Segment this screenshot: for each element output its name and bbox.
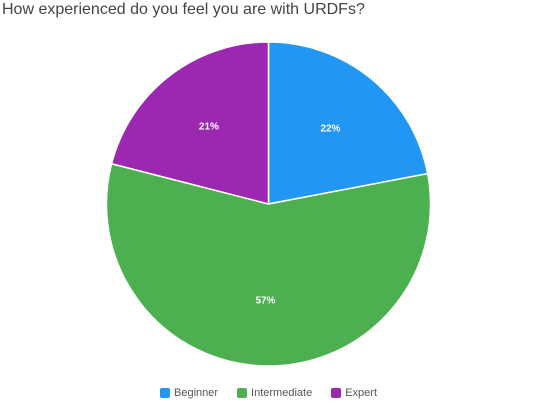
- legend-swatch-beginner: [160, 388, 170, 398]
- legend-swatch-intermediate: [237, 388, 248, 398]
- slice-label-beginner: 22%: [320, 124, 340, 135]
- legend-label-beginner: Beginner: [174, 387, 219, 399]
- legend-label-intermediate: Intermediate: [251, 387, 313, 399]
- legend-item-beginner[interactable]: Beginner: [160, 387, 218, 399]
- slice-label-expert: 21%: [199, 122, 219, 133]
- slice-label-intermediate: 57%: [255, 296, 275, 307]
- pie-slice-expert[interactable]: [110, 41, 270, 205]
- chart-legend: Beginner Intermediate Expert: [0, 387, 537, 399]
- legend-item-intermediate[interactable]: Intermediate: [237, 387, 312, 399]
- chart-title: How experienced do you feel you are with…: [2, 1, 365, 18]
- pie-chart: 22% 57% 21%: [105, 41, 432, 367]
- legend-label-expert: Expert: [345, 387, 377, 399]
- pie-slice-intermediate[interactable]: [105, 162, 432, 367]
- legend-swatch-expert: [331, 388, 342, 398]
- pie-slice-beginner[interactable]: [267, 41, 429, 205]
- legend-item-expert[interactable]: Expert: [331, 387, 377, 399]
